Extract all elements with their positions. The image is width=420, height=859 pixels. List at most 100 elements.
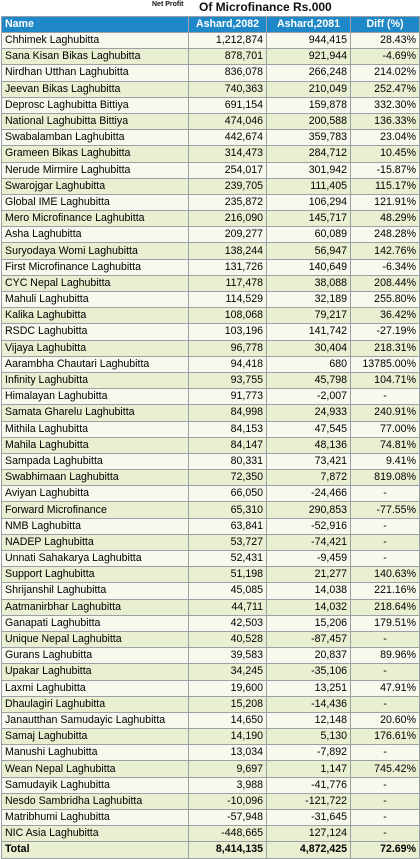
row-diff: - — [350, 808, 420, 827]
total-2082: 8,414,135 — [188, 841, 267, 859]
row-value-2082: 691,154 — [188, 96, 267, 114]
header-2081: Ashard,2081 — [266, 16, 351, 33]
row-diff: 208.44% — [350, 274, 420, 293]
row-diff: 48.29% — [350, 210, 420, 228]
table-row: Wean Nepal Laghubitta 9,697 1,147 745.42% — [1, 760, 420, 778]
row-diff: 104.71% — [350, 371, 420, 390]
row-name: Suryodaya Womi Laghubitta — [1, 242, 189, 260]
row-value-2081: -87,457 — [266, 630, 351, 649]
row-value-2081: 159,878 — [266, 96, 351, 114]
row-value-2081: 106,294 — [266, 193, 351, 212]
row-value-2082: 51,198 — [188, 566, 267, 584]
row-value-2081: -121,722 — [266, 792, 351, 811]
row-diff: - — [350, 744, 420, 762]
row-value-2081: 30,404 — [266, 339, 351, 357]
row-name: Mithila Laghubitta — [1, 420, 189, 438]
row-value-2081: 921,944 — [266, 48, 351, 66]
row-diff: 332.30% — [350, 96, 420, 114]
row-name: Samaj Laghubitta — [1, 728, 189, 746]
row-value-2081: 15,206 — [266, 614, 351, 632]
row-value-2082: 216,090 — [188, 210, 267, 228]
row-value-2082: 235,872 — [188, 193, 267, 212]
table-row: NMB Laghubitta 63,841 -52,916- — [1, 517, 420, 535]
row-diff: -4.69% — [350, 48, 420, 66]
row-name: Shrijanshil Laghubitta — [1, 582, 189, 600]
row-value-2082: 836,078 — [188, 64, 267, 82]
row-name: Aarambha Chautari Laghubitta — [1, 355, 189, 373]
row-value-2081: 24,933 — [266, 404, 351, 422]
row-value-2082: 254,017 — [188, 161, 267, 179]
table-row: Aatmanirbhar Laghubitta 44,711 14,032 218.6… — [1, 598, 420, 616]
table-row: Infinity Laghubitta 93,755 45,798 104.71% — [1, 371, 420, 390]
row-name: Laxmi Laghubitta — [1, 679, 189, 697]
header-2082: Ashard,2082 — [188, 16, 267, 33]
row-diff: 136.33% — [350, 112, 420, 131]
table-row: Grameen Bikas Laghubitta 314,473 284,712 10… — [1, 145, 420, 163]
row-value-2081: -2,007 — [266, 388, 351, 406]
row-value-2082: 94,418 — [188, 355, 267, 373]
row-value-2082: 84,998 — [188, 404, 267, 422]
row-value-2082: 39,583 — [188, 647, 267, 665]
header-name: Name — [1, 16, 189, 33]
row-diff: - — [350, 485, 420, 503]
row-diff: - — [350, 825, 420, 843]
row-diff: 23.04% — [350, 129, 420, 147]
table-row: Asha Laghubitta 209,277 60,089 248.28% — [1, 226, 420, 244]
row-value-2081: 200,588 — [266, 112, 351, 131]
row-name: RSDC Laghubitta — [1, 323, 189, 341]
table-row: Unique Nepal Laghubitta 40,528 -87,457- — [1, 630, 420, 649]
page-title: Of Microfinance Rs.000 — [199, 0, 332, 14]
row-value-2081: 1,147 — [266, 760, 351, 778]
table-row: RSDC Laghubitta 103,196 141,742 -27.19% — [1, 323, 420, 341]
row-diff: 819.08% — [350, 469, 420, 487]
row-name: Infinity Laghubitta — [1, 371, 189, 390]
row-diff: - — [350, 630, 420, 649]
row-diff: - — [350, 517, 420, 535]
row-name: Forward Microfinance — [1, 501, 189, 519]
row-value-2081: 944,415 — [266, 31, 351, 50]
row-diff: - — [350, 663, 420, 681]
row-value-2082: 96,778 — [188, 339, 267, 357]
table-row: Support Laghubitta 51,198 21,277 140.63% — [1, 566, 420, 584]
row-value-2082: 138,244 — [188, 242, 267, 260]
row-diff: 240.91% — [350, 404, 420, 422]
row-value-2081: 284,712 — [266, 145, 351, 163]
title-bar: Net Profit Of Microfinance Rs.000 — [0, 0, 420, 16]
row-value-2081: 73,421 — [266, 452, 351, 471]
row-name: Unique Nepal Laghubitta — [1, 630, 189, 649]
row-diff: -77.55% — [350, 501, 420, 519]
row-diff: 142.76% — [350, 242, 420, 260]
row-diff: - — [350, 695, 420, 713]
row-diff: 74.81% — [350, 436, 420, 454]
row-value-2081: 48,136 — [266, 436, 351, 454]
row-value-2081: 60,089 — [266, 226, 351, 244]
row-value-2081: -35,106 — [266, 663, 351, 681]
row-value-2082: 34,245 — [188, 663, 267, 681]
table-row: Mero Microfinance Laghubitta 216,090 145,7… — [1, 210, 420, 228]
table-row: Himalayan Laghubitta 91,773 -2,007- — [1, 388, 420, 406]
table-row: Aarambha Chautari Laghubitta 94,418 680 137… — [1, 355, 420, 373]
row-value-2082: -57,948 — [188, 808, 267, 827]
table-row: Laxmi Laghubitta 19,600 13,251 47.91% — [1, 679, 420, 697]
row-diff: 9.41% — [350, 452, 420, 471]
row-name: NADEP Laghubitta — [1, 533, 189, 552]
table-row: NADEP Laghubitta 53,727 -74,421- — [1, 533, 420, 552]
row-name: CYC Nepal Laghubitta — [1, 274, 189, 293]
row-value-2082: 442,674 — [188, 129, 267, 147]
row-value-2082: 19,600 — [188, 679, 267, 697]
row-diff: 255.80% — [350, 290, 420, 309]
row-value-2082: 108,068 — [188, 307, 267, 325]
table-row: Vijaya Laghubitta 96,778 30,404 218.31% — [1, 339, 420, 357]
row-diff: 115.17% — [350, 177, 420, 195]
row-diff: 252.47% — [350, 80, 420, 98]
row-value-2081: -74,421 — [266, 533, 351, 552]
row-name: Vijaya Laghubitta — [1, 339, 189, 357]
row-diff: -15.87% — [350, 161, 420, 179]
row-diff: 218.64% — [350, 598, 420, 616]
row-value-2081: 111,405 — [266, 177, 351, 195]
row-value-2081: 145,717 — [266, 210, 351, 228]
row-diff: 179.51% — [350, 614, 420, 632]
row-name: Samudayik Laghubitta — [1, 776, 189, 794]
row-value-2081: 56,947 — [266, 242, 351, 260]
row-name: Samata Gharelu Laghubitta — [1, 404, 189, 422]
